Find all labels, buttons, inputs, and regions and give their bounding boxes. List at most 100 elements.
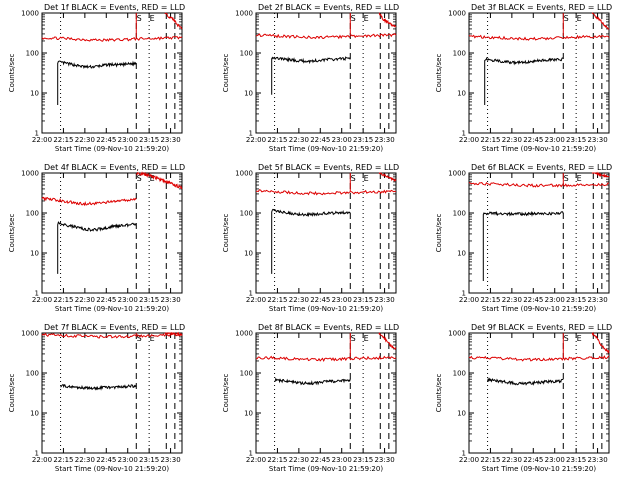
x-tick-label: 23:00	[332, 296, 352, 304]
x-tick-label: 22:30	[502, 296, 522, 304]
series-line	[41, 196, 137, 207]
x-axis-label: Start Time (09-Nov-10 21:59:20)	[482, 145, 596, 153]
x-tick-label: 22:15	[267, 136, 287, 144]
series-line-after-gap	[378, 172, 397, 182]
plot-frame	[468, 332, 610, 454]
y-tick-label: 1	[462, 450, 466, 458]
x-tick-label: 22:45	[310, 296, 330, 304]
x-tick-label: 23:00	[545, 136, 565, 144]
end-marker-label: E	[577, 334, 582, 343]
end-marker-label: E	[150, 174, 155, 183]
y-axis-label: Counts/sec	[222, 54, 230, 93]
x-tick-label: 23:15	[139, 136, 159, 144]
start-marker-label: S	[351, 334, 356, 343]
y-tick-label: 10	[244, 410, 253, 418]
chart-title: Det 3f BLACK = Events, RED = LLD	[471, 3, 612, 12]
x-axis-label: Start Time (09-Nov-10 21:59:20)	[55, 305, 169, 313]
chart-title: Det 6f BLACK = Events, RED = LLD	[471, 163, 612, 172]
chart-title: Det 7f BLACK = Events, RED = LLD	[44, 323, 185, 332]
chart-panel-2: Det 2f BLACK = Events, RED = LLD 1 10 100 10…	[222, 3, 399, 153]
x-tick-label: 22:45	[523, 136, 543, 144]
series-line	[57, 221, 137, 274]
chart-panel-9: Det 9f BLACK = Events, RED = LLD 1 10 100 10…	[435, 323, 612, 473]
x-tick-label: 22:15	[53, 136, 73, 144]
series-line-after-gap	[378, 332, 397, 350]
chart-title: Det 5f BLACK = Events, RED = LLD	[258, 163, 399, 172]
y-tick-label: 1000	[235, 10, 253, 18]
plot-frame	[41, 172, 183, 294]
plot-frame	[41, 332, 183, 454]
y-tick-label: 1	[35, 450, 39, 458]
x-tick-label: 23:00	[545, 456, 565, 464]
x-axis-label: Start Time (09-Nov-10 21:59:20)	[269, 145, 383, 153]
series-line	[136, 171, 183, 190]
x-tick-label: 22:15	[480, 296, 500, 304]
x-tick-label: 22:00	[246, 136, 266, 144]
x-tick-label: 22:00	[459, 456, 479, 464]
end-marker-label: E	[150, 14, 155, 23]
series-line	[57, 60, 137, 105]
y-tick-label: 1000	[448, 170, 466, 178]
plot-frame	[255, 12, 397, 134]
x-tick-label: 22:15	[267, 456, 287, 464]
y-tick-label: 1000	[448, 330, 466, 338]
x-tick-label: 23:15	[566, 136, 586, 144]
y-tick-label: 1000	[235, 170, 253, 178]
x-tick-label: 23:30	[587, 456, 607, 464]
plot-frame	[41, 12, 183, 134]
end-marker-label: E	[150, 334, 155, 343]
series-line	[484, 56, 564, 105]
y-tick-label: 1000	[21, 170, 39, 178]
y-tick-label: 10	[30, 90, 39, 98]
y-tick-label: 10	[457, 410, 466, 418]
x-axis-label: Start Time (09-Nov-10 21:59:20)	[55, 465, 169, 473]
x-tick-label: 23:30	[587, 136, 607, 144]
start-marker-label: S	[351, 14, 356, 23]
chart-title: Det 1f BLACK = Events, RED = LLD	[44, 3, 185, 12]
y-tick-label: 1000	[21, 10, 39, 18]
y-tick-label: 100	[26, 210, 39, 218]
x-tick-label: 22:30	[75, 136, 95, 144]
x-tick-label: 22:30	[502, 136, 522, 144]
x-tick-label: 22:00	[459, 296, 479, 304]
y-tick-label: 100	[453, 210, 466, 218]
y-tick-label: 1	[249, 290, 253, 298]
start-marker-label: S	[564, 14, 569, 23]
y-axis-label: Counts/sec	[435, 214, 443, 253]
chart-title: Det 2f BLACK = Events, RED = LLD	[258, 3, 399, 12]
series-line	[468, 355, 610, 362]
plot-frame	[468, 12, 610, 134]
y-tick-label: 100	[453, 370, 466, 378]
y-tick-label: 1	[462, 290, 466, 298]
x-tick-label: 23:30	[587, 296, 607, 304]
series-line	[482, 210, 564, 281]
x-tick-label: 22:00	[246, 296, 266, 304]
x-tick-label: 23:00	[332, 456, 352, 464]
plot-frame	[255, 332, 397, 454]
y-tick-label: 1000	[21, 330, 39, 338]
x-tick-label: 23:30	[160, 136, 180, 144]
plot-frame	[468, 172, 610, 294]
x-tick-label: 22:30	[75, 456, 95, 464]
x-tick-label: 23:00	[545, 296, 565, 304]
y-axis-label: Counts/sec	[8, 374, 16, 413]
y-tick-label: 100	[240, 50, 253, 58]
start-marker-label: S	[137, 14, 142, 23]
series-line	[255, 355, 397, 362]
x-tick-label: 23:15	[353, 136, 373, 144]
start-marker-label: S	[564, 334, 569, 343]
end-marker-label: E	[577, 174, 582, 183]
x-tick-label: 22:45	[310, 456, 330, 464]
chart-title: Det 8f BLACK = Events, RED = LLD	[258, 323, 399, 332]
x-tick-label: 22:30	[289, 296, 309, 304]
y-tick-label: 100	[240, 370, 253, 378]
x-tick-label: 22:15	[267, 296, 287, 304]
series-line-after-gap	[591, 171, 610, 178]
start-marker-label: S	[564, 174, 569, 183]
series-line	[41, 332, 183, 339]
x-tick-label: 22:45	[96, 296, 116, 304]
end-marker-label: E	[364, 174, 369, 183]
x-tick-label: 23:15	[139, 296, 159, 304]
start-marker-label: S	[137, 334, 142, 343]
